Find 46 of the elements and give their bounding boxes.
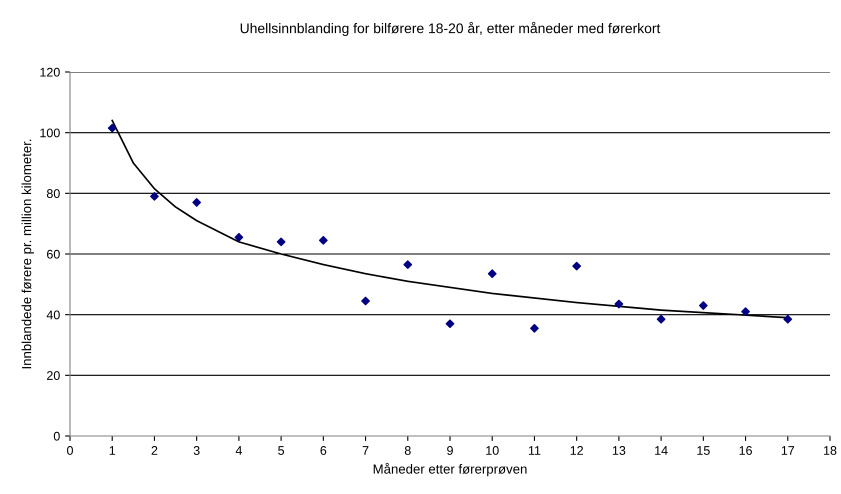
y-tick-label: 0 [54, 432, 60, 441]
point [446, 319, 454, 328]
x-tick-label: 13 [612, 446, 626, 455]
y-axis-title: Innblandede førere pr. million kilometer. [22, 140, 34, 368]
point [572, 262, 582, 271]
x-tick-label: 4 [236, 446, 242, 455]
x-tick-label: 7 [362, 446, 368, 455]
point [108, 124, 117, 132]
chart-title: Uhellsinnblanding for bilførere 18-20 år, etter måneder med førerkort [240, 22, 660, 36]
y-tick-label: 60 [47, 250, 60, 259]
point [614, 300, 624, 308]
x-tick-label: 6 [320, 446, 326, 455]
point [318, 236, 328, 245]
x-tick-label: 8 [404, 446, 411, 455]
x-tick-label: 12 [570, 446, 583, 455]
point [150, 192, 159, 201]
x-tick-label: 3 [194, 446, 200, 455]
point [698, 301, 708, 310]
point [530, 324, 539, 333]
y-tick-label: 40 [46, 310, 60, 320]
x-tick-label: 16 [740, 446, 752, 455]
point [488, 269, 497, 278]
point [276, 237, 286, 246]
point [234, 232, 244, 242]
x-tick-label: 18 [824, 446, 836, 455]
x-tick-label: 9 [447, 446, 453, 455]
x-tick-label: 17 [782, 446, 794, 455]
point [192, 198, 202, 207]
x-tick-label: 1 [110, 446, 116, 455]
point [783, 314, 792, 324]
y-tick-label: 20 [47, 371, 60, 380]
x-tick-label: 11 [528, 446, 540, 455]
y-tick-label: 100 [40, 128, 60, 138]
x-tick-label: 14 [655, 446, 668, 455]
point [741, 307, 750, 316]
point [361, 296, 370, 306]
x-axis-title: Måneder etter førerprøven [374, 462, 527, 476]
x-tick-label: 5 [278, 446, 284, 455]
x-tick-label: 10 [486, 446, 499, 455]
point [656, 314, 666, 324]
point [403, 260, 412, 269]
x-tick-label: 15 [697, 446, 710, 455]
x-tick-label: 2 [152, 446, 158, 455]
x-tick-label: 0 [67, 446, 73, 455]
y-tick-label: 80 [46, 189, 60, 198]
y-tick-label: 120 [40, 68, 60, 77]
